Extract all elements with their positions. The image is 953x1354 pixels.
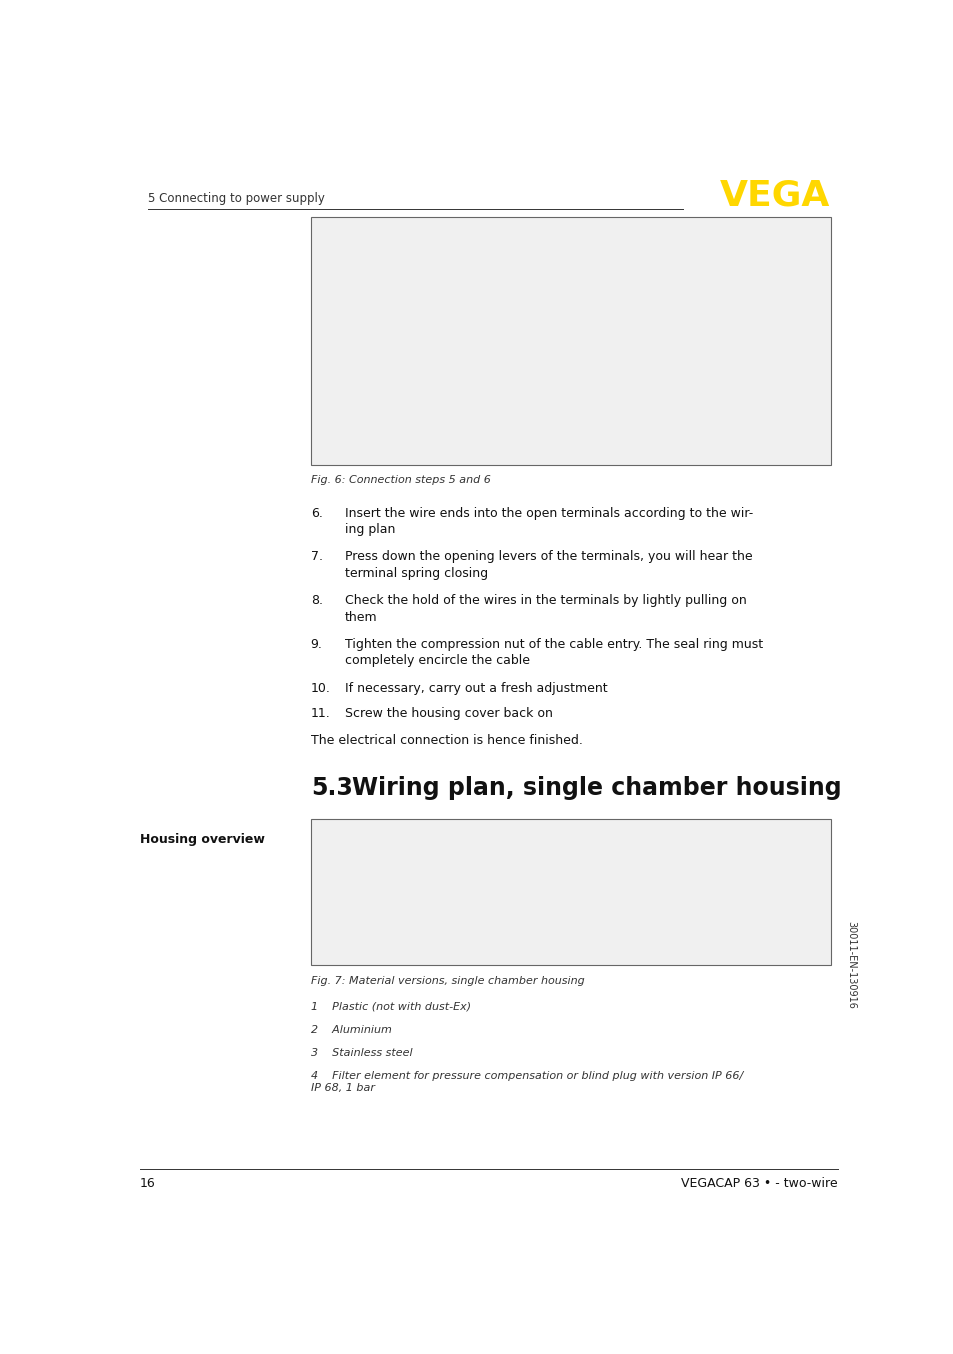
Text: Fig. 7: Material versions, single chamber housing: Fig. 7: Material versions, single chambe… — [311, 976, 584, 986]
Text: 2    Aluminium: 2 Aluminium — [311, 1025, 391, 1034]
Text: Housing overview: Housing overview — [140, 833, 265, 846]
Text: 4    Filter element for pressure compensation or blind plug with version IP 66/
: 4 Filter element for pressure compensati… — [311, 1071, 742, 1093]
Text: 11.: 11. — [311, 707, 330, 720]
Bar — [311, 217, 830, 464]
Text: Insert the wire ends into the open terminals according to the wir-
ing plan: Insert the wire ends into the open termi… — [344, 506, 752, 536]
Text: 1    Plastic (not with dust-Ex): 1 Plastic (not with dust-Ex) — [311, 1002, 471, 1011]
Text: If necessary, carry out a fresh adjustment: If necessary, carry out a fresh adjustme… — [344, 681, 607, 695]
Text: 16: 16 — [140, 1177, 155, 1190]
Text: Wiring plan, single chamber housing: Wiring plan, single chamber housing — [352, 776, 841, 799]
Text: 6.: 6. — [311, 506, 322, 520]
Text: Screw the housing cover back on: Screw the housing cover back on — [344, 707, 552, 720]
Text: VEGA: VEGA — [720, 179, 830, 213]
Text: 8.: 8. — [311, 594, 322, 607]
Text: 3    Stainless steel: 3 Stainless steel — [311, 1048, 412, 1057]
Text: Tighten the compression nut of the cable entry. The seal ring must
completely en: Tighten the compression nut of the cable… — [344, 638, 762, 668]
Text: Press down the opening levers of the terminals, you will hear the
terminal sprin: Press down the opening levers of the ter… — [344, 550, 752, 580]
Text: 30011-EN-130916: 30011-EN-130916 — [845, 921, 855, 1009]
Text: 5 Connecting to power supply: 5 Connecting to power supply — [148, 192, 325, 206]
Text: The electrical connection is hence finished.: The electrical connection is hence finis… — [311, 734, 582, 747]
Text: 9.: 9. — [311, 638, 322, 651]
Text: Fig. 6: Connection steps 5 and 6: Fig. 6: Connection steps 5 and 6 — [311, 475, 490, 485]
Text: 7.: 7. — [311, 550, 322, 563]
Text: 5.3: 5.3 — [311, 776, 353, 799]
Text: VEGACAP 63 • - two-wire: VEGACAP 63 • - two-wire — [680, 1177, 837, 1190]
Text: Check the hold of the wires in the terminals by lightly pulling on
them: Check the hold of the wires in the termi… — [344, 594, 745, 624]
Text: 10.: 10. — [311, 681, 331, 695]
Bar — [311, 819, 830, 965]
